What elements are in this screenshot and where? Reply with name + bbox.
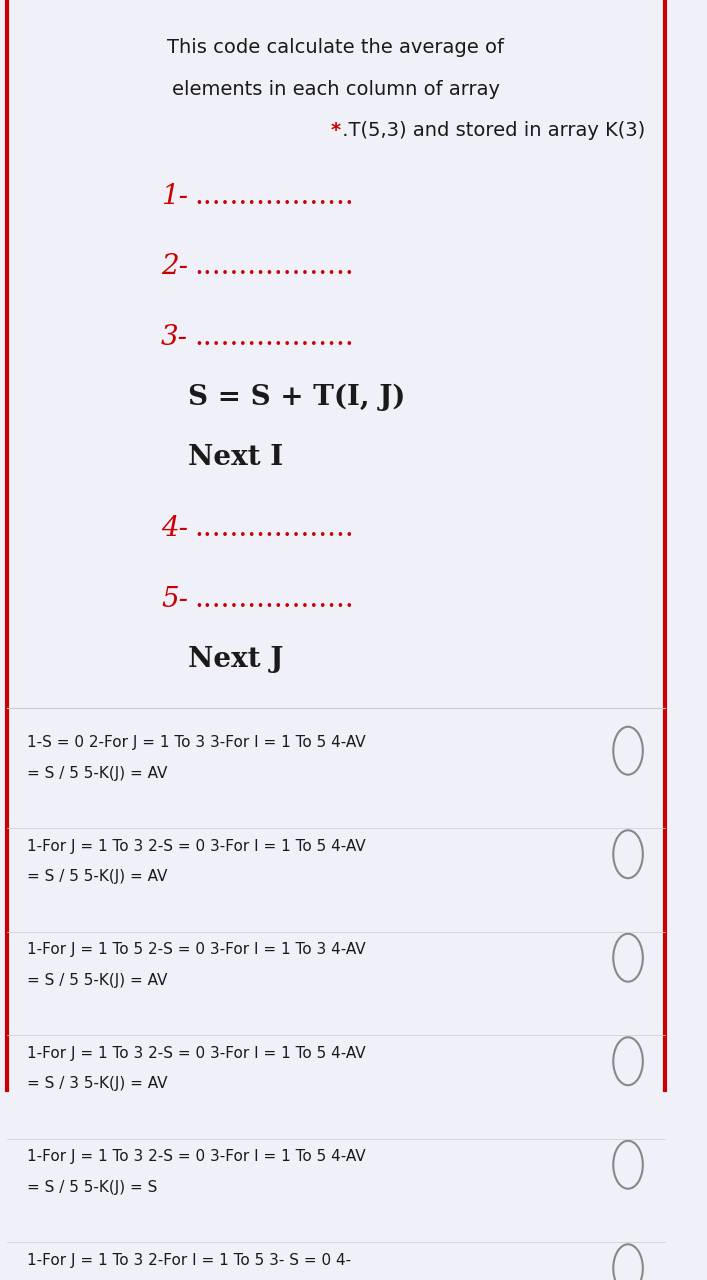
Text: 1-For J = 1 To 3 2-For I = 1 To 5 3- S = 0 4-: 1-For J = 1 To 3 2-For I = 1 To 5 3- S =… bbox=[27, 1253, 351, 1268]
Text: = S / 5 5-K(J) = AV: = S / 5 5-K(J) = AV bbox=[27, 973, 168, 988]
Text: S = S + T(I, J): S = S + T(I, J) bbox=[188, 384, 405, 411]
Text: elements in each column of array: elements in each column of array bbox=[172, 79, 500, 99]
Text: Next I: Next I bbox=[188, 444, 284, 471]
Text: Next J: Next J bbox=[188, 645, 284, 673]
Text: *: * bbox=[331, 120, 341, 140]
Text: 1-For J = 1 To 3 2-S = 0 3-For I = 1 To 5 4-AV: 1-For J = 1 To 3 2-S = 0 3-For I = 1 To … bbox=[27, 1046, 366, 1061]
Text: 1-For J = 1 To 3 2-S = 0 3-For I = 1 To 5 4-AV: 1-For J = 1 To 3 2-S = 0 3-For I = 1 To … bbox=[27, 1149, 366, 1165]
Text: 2-: 2- bbox=[161, 253, 188, 280]
Text: .T(5,3) and stored in array K(3): .T(5,3) and stored in array K(3) bbox=[336, 120, 645, 140]
Text: = S / 5 5-K(J) = AV: = S / 5 5-K(J) = AV bbox=[27, 765, 168, 781]
Text: 1-S = 0 2-For J = 1 To 3 3-For I = 1 To 5 4-AV: 1-S = 0 2-For J = 1 To 3 3-For I = 1 To … bbox=[27, 736, 366, 750]
Text: 5-: 5- bbox=[161, 586, 188, 613]
Text: 1-: 1- bbox=[161, 183, 188, 210]
Text: = S / 5 5-K(J) = S: = S / 5 5-K(J) = S bbox=[27, 1180, 157, 1196]
Text: 3-: 3- bbox=[161, 324, 188, 351]
Text: ..................: .................. bbox=[195, 586, 354, 613]
Text: 1-For J = 1 To 3 2-S = 0 3-For I = 1 To 5 4-AV: 1-For J = 1 To 3 2-S = 0 3-For I = 1 To … bbox=[27, 838, 366, 854]
Text: ..................: .................. bbox=[195, 253, 354, 280]
Text: ..................: .................. bbox=[195, 324, 354, 351]
Text: = S / 5 5-K(J) = AV: = S / 5 5-K(J) = AV bbox=[27, 869, 168, 884]
Text: This code calculate the average of: This code calculate the average of bbox=[168, 38, 504, 58]
Text: 1-For J = 1 To 5 2-S = 0 3-For I = 1 To 3 4-AV: 1-For J = 1 To 5 2-S = 0 3-For I = 1 To … bbox=[27, 942, 366, 957]
Text: 4-: 4- bbox=[161, 515, 188, 541]
Text: = S / 3 5-K(J) = AV: = S / 3 5-K(J) = AV bbox=[27, 1076, 168, 1092]
Text: ..................: .................. bbox=[195, 183, 354, 210]
Text: ..................: .................. bbox=[195, 515, 354, 541]
